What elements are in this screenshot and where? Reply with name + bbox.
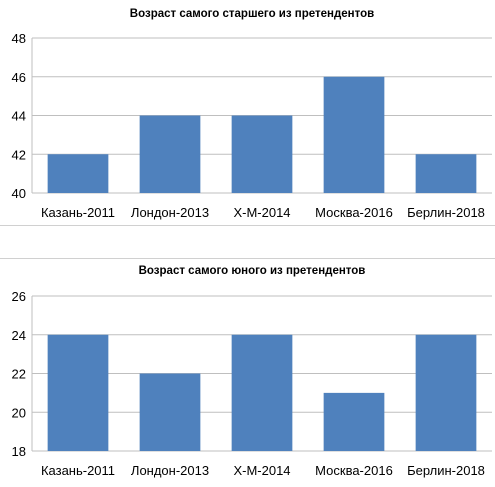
x-tick-label: Лондон-2013 xyxy=(131,205,209,220)
x-tick-label: Берлин-2018 xyxy=(407,205,485,220)
bar xyxy=(231,334,293,451)
y-tick-label: 18 xyxy=(12,444,26,459)
youngest-candidate-bar-chart: Возраст самого юного из претендентов 18 2… xyxy=(12,265,492,478)
x-tick-label: Москва-2016 xyxy=(315,463,393,478)
y-tick-label: 20 xyxy=(12,405,26,420)
panel-divider xyxy=(0,258,495,259)
x-tick-label: Казань-2011 xyxy=(41,205,115,220)
y-tick-label: 26 xyxy=(12,289,26,304)
bar xyxy=(415,334,477,451)
y-tick-label: 46 xyxy=(12,70,26,85)
bar xyxy=(139,115,201,193)
x-tick-label: Х-М-2014 xyxy=(233,205,290,220)
youngest-candidate-chart-panel: Возраст самого юного из претендентов 18 2… xyxy=(0,259,495,482)
bar xyxy=(415,154,477,193)
x-tick-label: Казань-2011 xyxy=(41,463,115,478)
x-tick-label: Москва-2016 xyxy=(315,205,393,220)
y-tick-label: 22 xyxy=(12,367,26,382)
bar xyxy=(47,334,109,451)
bar xyxy=(323,76,385,193)
y-tick-label: 42 xyxy=(12,147,26,162)
bar xyxy=(47,154,109,193)
y-tick-label: 48 xyxy=(12,31,26,46)
bar xyxy=(139,373,201,451)
bar xyxy=(323,392,385,451)
x-tick-label: Х-М-2014 xyxy=(233,463,290,478)
x-tick-label: Берлин-2018 xyxy=(407,463,485,478)
y-tick-label: 40 xyxy=(12,186,26,201)
x-tick-label: Лондон-2013 xyxy=(131,463,209,478)
chart-title: Возраст самого юного из претендентов xyxy=(139,265,366,277)
bar xyxy=(231,115,293,193)
oldest-candidate-chart-panel: Возраст самого старшего из претендентов … xyxy=(0,0,495,222)
chart-title: Возраст самого старшего из претендентов xyxy=(130,8,374,20)
oldest-candidate-bar-chart: Возраст самого старшего из претендентов … xyxy=(12,8,492,220)
y-tick-label: 24 xyxy=(12,328,26,343)
y-tick-label: 44 xyxy=(12,109,26,124)
panel-divider xyxy=(0,225,495,226)
